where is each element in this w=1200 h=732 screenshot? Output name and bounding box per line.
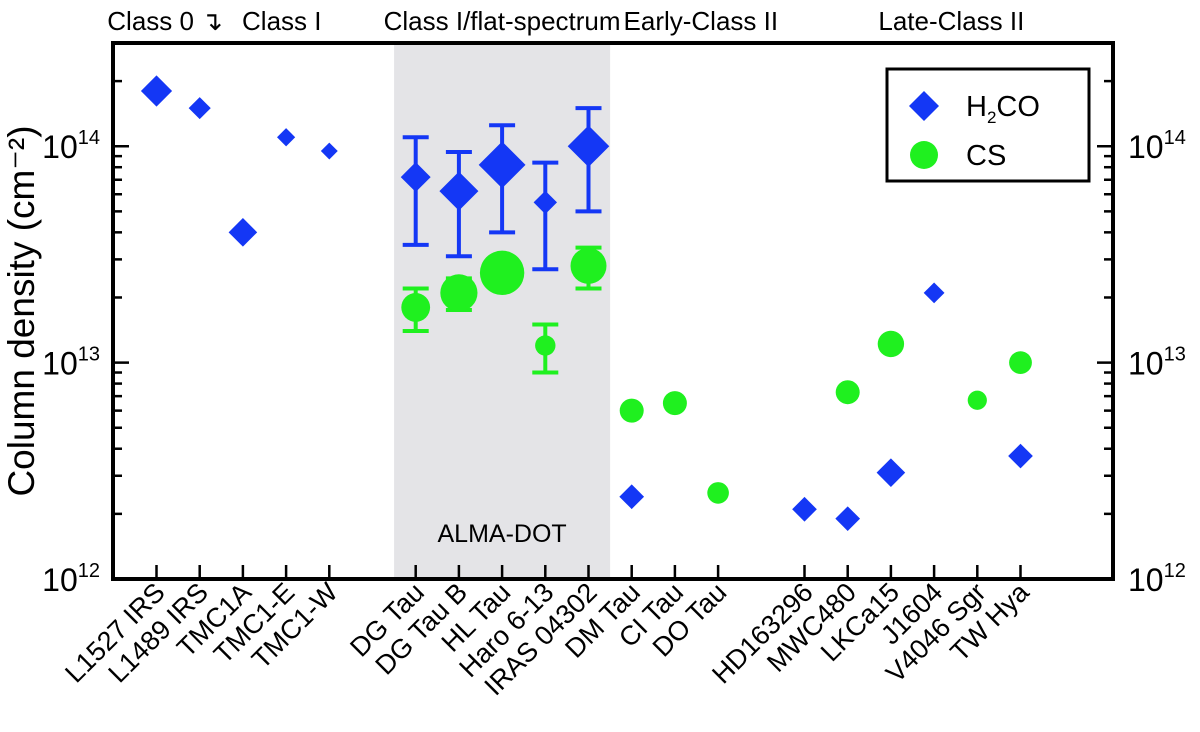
class-group-label: Late-Class II [878, 6, 1024, 36]
cs-point [1009, 351, 1032, 375]
h2co-point [835, 506, 861, 532]
y-tick-label: 1013 [1128, 344, 1186, 382]
data-marks [140, 75, 1033, 532]
cs-point [535, 335, 556, 356]
y-tick-label: 1014 [1128, 127, 1186, 165]
cs-point [401, 292, 431, 322]
cs-point [835, 380, 860, 405]
h2co-point [439, 171, 479, 211]
class-group-labels: Class 0 ↴ Class I Class I/flat-spectrum Ear… [107, 6, 1024, 36]
y-tick-label: 1013 [42, 344, 100, 382]
alma-dot-label: ALMA-DOT [438, 520, 567, 548]
h2co-point [400, 162, 431, 193]
h2co-point [277, 128, 296, 147]
cs-point [967, 390, 987, 410]
plot-frame [111, 41, 1115, 581]
cs-point [662, 391, 687, 416]
legend-marker-h2co [909, 91, 939, 121]
class-group-label: Early-Class II [624, 6, 779, 36]
y-tick-label: 1012 [1128, 560, 1186, 598]
h2co-point [923, 282, 945, 304]
cs-point [877, 330, 905, 358]
y-tick-label: 1014 [42, 127, 100, 165]
h2co-point [876, 458, 906, 487]
cs-point [440, 274, 478, 312]
h2co-point [533, 190, 557, 215]
cs-point [707, 482, 729, 504]
h2co-point [792, 496, 817, 522]
y-axis-label: Column density (cm⁻²) [1, 125, 42, 496]
h2co-point [1008, 443, 1033, 469]
h2co-point [228, 218, 258, 247]
h2co-point [140, 75, 173, 107]
class-group-label: Class 0 ↴ [107, 6, 223, 36]
legend-label: CS [966, 140, 1006, 172]
h2co-point [188, 97, 211, 120]
h2co-point [567, 125, 610, 168]
cs-point [619, 398, 644, 423]
class-group-label: Class I [242, 6, 321, 36]
h2co-point [320, 142, 338, 160]
cs-point [479, 250, 525, 296]
legend-label: H2CO [966, 91, 1040, 127]
h2co-point [619, 484, 645, 510]
y-tick-labels: 1012 1012 1013 1013 1014 1014 [42, 127, 1186, 598]
legend-marker-cs [910, 141, 938, 169]
h2co-point [478, 141, 526, 189]
class-group-label: Class I/flat-spectrum [384, 6, 621, 36]
legend: H2CO CS [885, 67, 1091, 183]
cs-point [570, 247, 607, 284]
y-tick-label: 1012 [42, 560, 100, 598]
